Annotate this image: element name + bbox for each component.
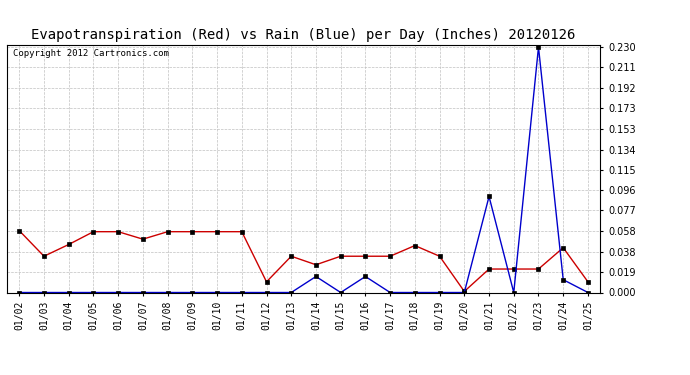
Text: Copyright 2012 Cartronics.com: Copyright 2012 Cartronics.com (13, 49, 169, 58)
Title: Evapotranspiration (Red) vs Rain (Blue) per Day (Inches) 20120126: Evapotranspiration (Red) vs Rain (Blue) … (32, 28, 575, 42)
